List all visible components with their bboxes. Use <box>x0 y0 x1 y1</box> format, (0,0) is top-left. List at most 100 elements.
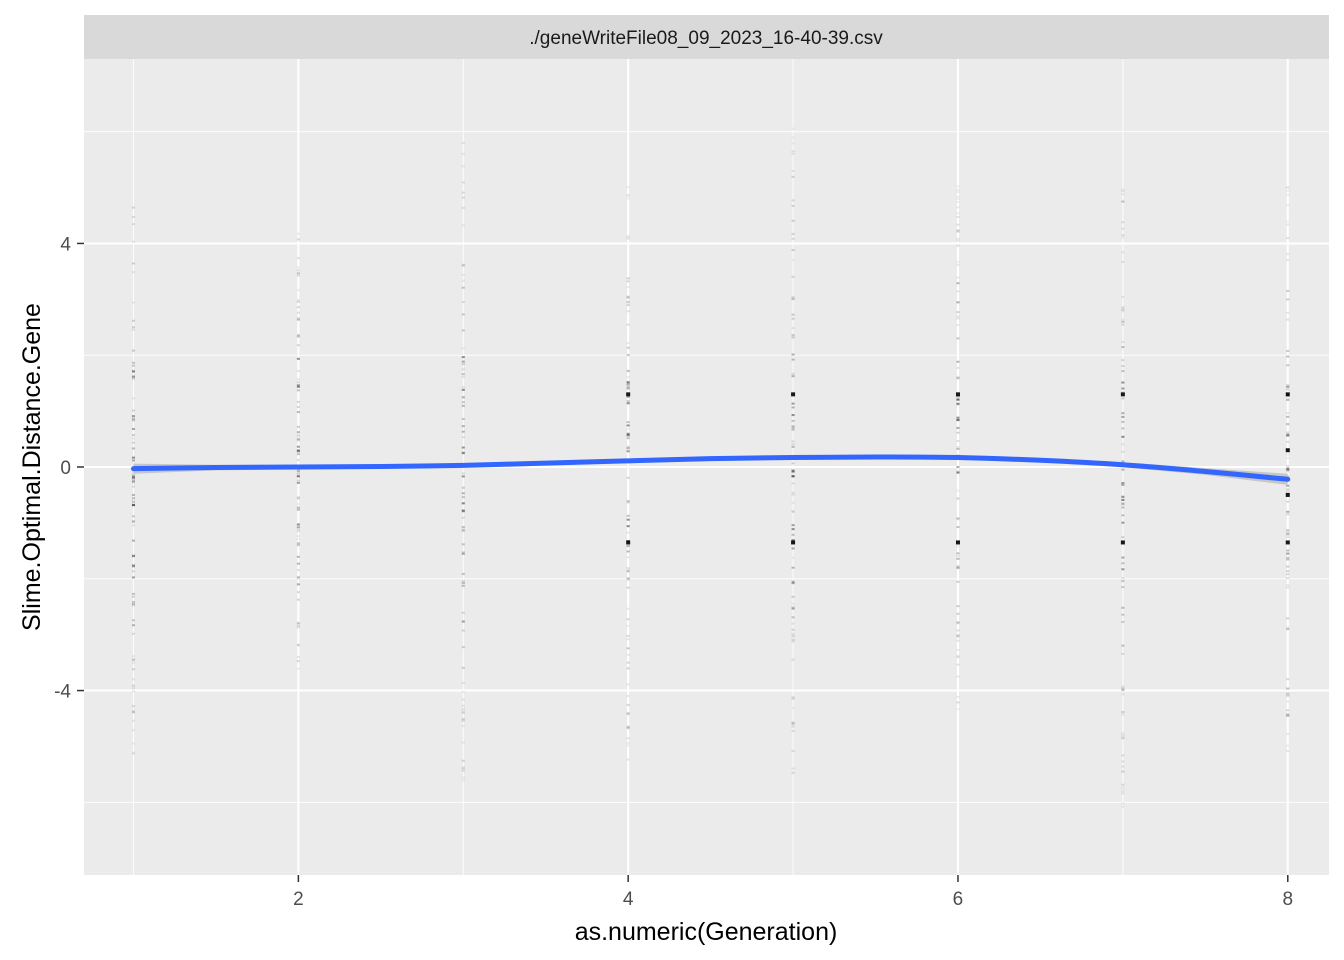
data-point <box>956 237 960 240</box>
data-point <box>956 317 960 320</box>
data-point <box>296 568 300 571</box>
data-point <box>1286 732 1290 735</box>
data-point <box>131 711 135 714</box>
data-point <box>626 194 630 197</box>
data-point <box>1286 714 1290 717</box>
data-point-dense <box>626 392 631 397</box>
data-point <box>626 727 630 730</box>
data-point <box>626 634 630 637</box>
data-point <box>956 654 960 657</box>
data-point <box>296 437 300 440</box>
data-point <box>296 562 300 565</box>
data-point <box>461 766 465 769</box>
data-point-dense <box>955 392 960 397</box>
data-point <box>1121 790 1125 793</box>
data-point <box>791 471 795 474</box>
data-point <box>791 474 795 477</box>
data-point <box>791 259 795 262</box>
data-point <box>461 279 465 282</box>
data-point <box>461 759 465 762</box>
data-point <box>1121 412 1125 415</box>
data-point <box>956 263 960 266</box>
data-point <box>461 347 465 350</box>
data-point <box>791 469 795 472</box>
data-point <box>1121 387 1125 390</box>
data-point <box>791 327 795 330</box>
data-point <box>131 668 135 671</box>
data-point <box>461 711 465 714</box>
data-point <box>791 482 795 485</box>
data-point <box>296 621 300 624</box>
data-point <box>131 501 135 504</box>
data-point <box>956 185 960 188</box>
data-point <box>626 683 630 686</box>
data-point <box>296 667 300 670</box>
data-point <box>956 427 960 430</box>
data-point <box>1286 510 1290 513</box>
data-point <box>956 545 960 548</box>
data-point <box>791 136 795 139</box>
y-tick-label: 4 <box>60 234 71 255</box>
data-point <box>131 576 135 579</box>
data-point <box>626 197 630 200</box>
data-point <box>626 437 630 440</box>
data-point <box>1121 606 1125 609</box>
data-point <box>461 767 465 770</box>
data-point <box>131 415 135 418</box>
data-point <box>1286 628 1290 631</box>
data-point <box>1286 384 1290 387</box>
data-point <box>626 450 630 453</box>
data-point <box>956 315 960 318</box>
data-point <box>1286 470 1290 473</box>
data-point <box>791 426 795 429</box>
data-point <box>296 334 300 337</box>
data-point <box>1121 308 1125 311</box>
data-point <box>1286 693 1290 696</box>
data-point-dense <box>1285 392 1290 397</box>
data-point <box>626 235 630 238</box>
data-point <box>1286 237 1290 240</box>
data-point <box>1286 584 1290 587</box>
data-point <box>956 311 960 314</box>
data-point <box>1286 186 1290 189</box>
data-point <box>461 509 465 512</box>
data-point <box>956 635 960 638</box>
data-point <box>626 577 630 580</box>
data-point <box>461 451 465 454</box>
data-point <box>296 529 300 532</box>
data-point <box>131 397 135 400</box>
data-point <box>791 462 795 465</box>
data-point <box>791 697 795 700</box>
data-point <box>956 695 960 698</box>
data-point <box>1286 385 1290 388</box>
data-point <box>1286 318 1290 321</box>
data-point <box>1121 693 1125 696</box>
data-point <box>626 531 630 534</box>
data-point <box>1286 532 1290 535</box>
data-point <box>626 524 630 527</box>
data-point <box>296 497 300 500</box>
data-point <box>1121 251 1125 254</box>
data-point <box>131 417 135 420</box>
data-point <box>131 437 135 440</box>
data-point <box>1121 234 1125 237</box>
data-point <box>1286 253 1290 256</box>
data-point <box>131 369 135 372</box>
data-point <box>1121 732 1125 735</box>
data-point <box>1121 521 1125 524</box>
data-point <box>791 721 795 724</box>
data-point <box>461 551 465 554</box>
data-point <box>626 301 630 304</box>
data-point <box>956 612 960 615</box>
data-point <box>461 191 465 194</box>
data-point <box>1286 398 1290 401</box>
data-point <box>956 635 960 638</box>
data-point <box>461 690 465 693</box>
data-point <box>461 386 465 389</box>
data-point <box>461 543 465 546</box>
data-point <box>131 539 135 542</box>
data-point <box>1121 737 1125 740</box>
data-point <box>956 376 960 379</box>
data-point <box>791 219 795 222</box>
